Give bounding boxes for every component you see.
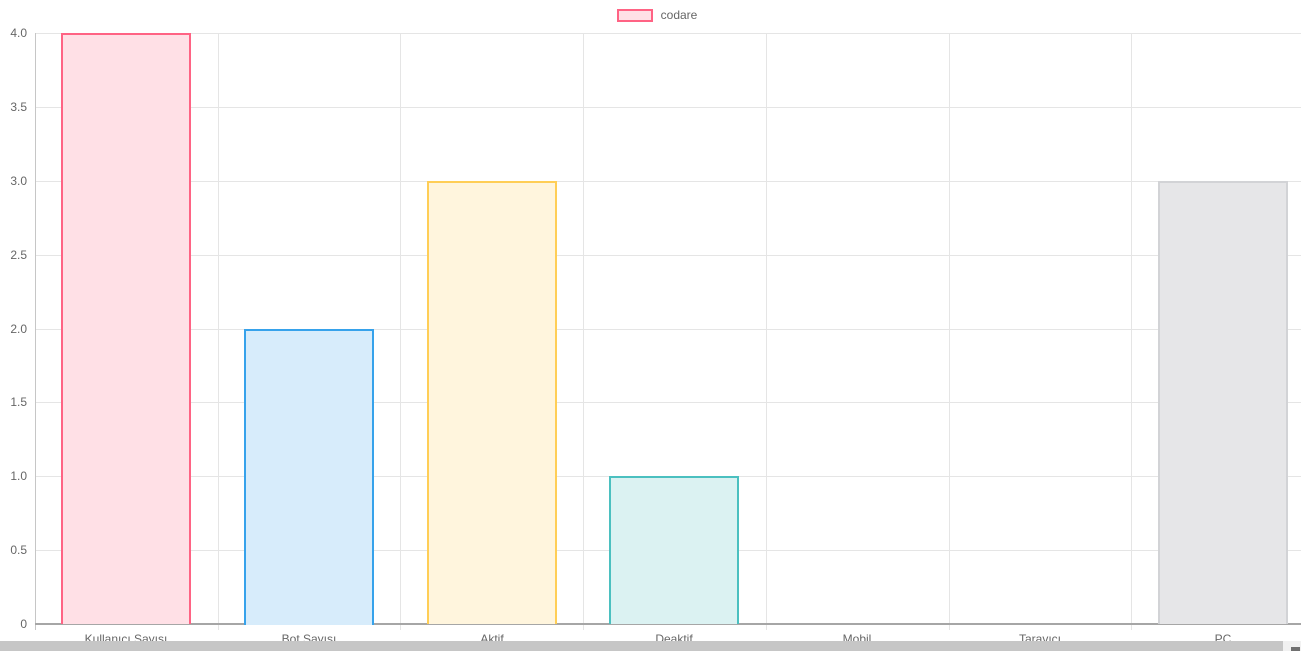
x-axis-line [35,623,1301,625]
y-gridline [35,181,1301,182]
y-axis-tick-label: 3.0 [10,174,27,188]
y-axis-tick-label: 0 [20,617,27,631]
y-axis-tick-label: 3.5 [10,100,27,114]
x-gridline [766,33,767,630]
y-axis-tick-label: 1.5 [10,395,27,409]
y-gridline [35,33,1301,34]
horizontal-scrollbar[interactable] [0,641,1301,651]
y-gridline [35,255,1301,256]
y-axis-tick-label: 2.5 [10,248,27,262]
y-axis-tick-label: 2.0 [10,322,27,336]
x-gridline [400,33,401,630]
bar-7[interactable] [1158,181,1288,624]
legend-swatch [616,9,653,22]
scroll-corner-mark [1291,647,1300,651]
y-gridline [35,107,1301,108]
y-axis-line [35,33,36,630]
y-gridline [35,402,1301,403]
chart-legend-item[interactable]: codare [0,9,1301,22]
bar-2[interactable] [244,329,374,625]
x-gridline [1131,33,1132,630]
y-axis-tick-label: 4.0 [10,26,27,40]
y-axis-tick-label: 1.0 [10,469,27,483]
x-gridline [949,33,950,630]
y-axis-tick-label: 0.5 [10,543,27,557]
legend-label: codare [660,8,698,22]
x-gridline [218,33,219,630]
y-gridline [35,329,1301,330]
bar-4[interactable] [609,476,739,624]
x-gridline [583,33,584,630]
bar-1[interactable] [61,33,191,624]
bar-3[interactable] [427,181,557,624]
scrollbar-thumb[interactable] [0,641,1283,651]
